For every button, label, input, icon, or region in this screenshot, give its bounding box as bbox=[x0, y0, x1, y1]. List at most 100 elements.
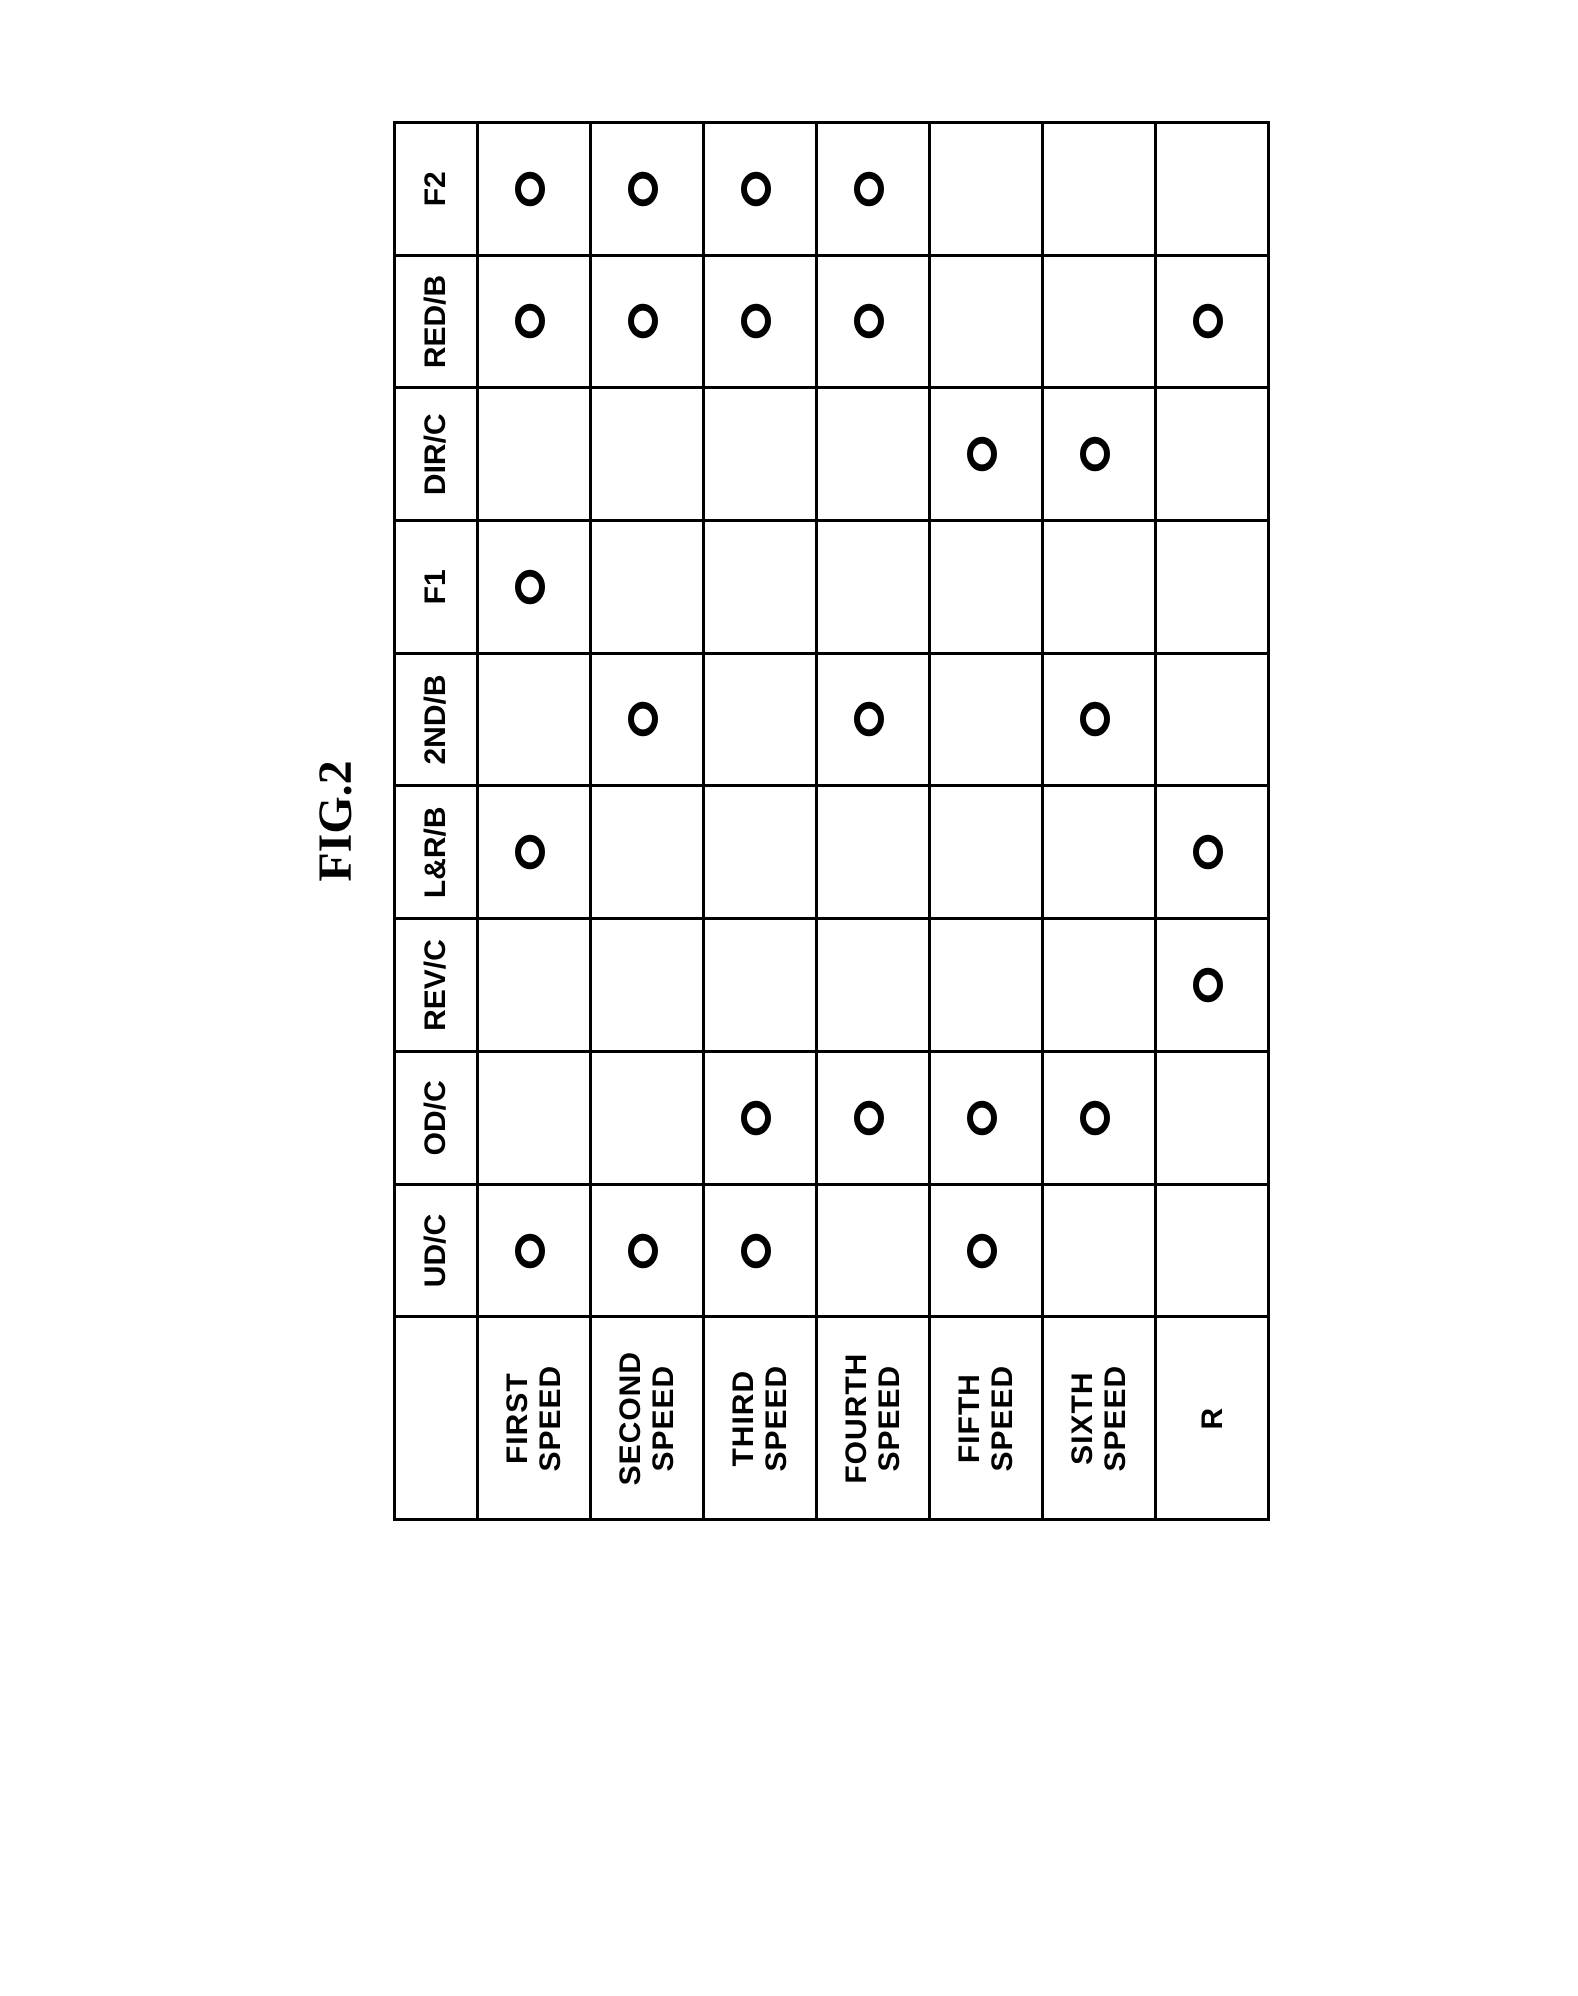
header-col-5: F1 bbox=[395, 521, 478, 653]
cell bbox=[591, 653, 704, 786]
cell bbox=[930, 388, 1043, 521]
table-row: SECONDSPEED bbox=[591, 123, 704, 1520]
cell bbox=[1043, 388, 1156, 521]
engaged-mark-icon bbox=[515, 304, 545, 339]
cell bbox=[1043, 255, 1156, 388]
cell bbox=[478, 388, 591, 521]
cell bbox=[478, 653, 591, 786]
engaged-mark-icon bbox=[628, 304, 658, 339]
engaged-mark-icon bbox=[741, 304, 771, 339]
cell bbox=[817, 255, 930, 388]
engaged-mark-icon bbox=[1193, 304, 1223, 339]
cell bbox=[591, 255, 704, 388]
cell bbox=[704, 919, 817, 1052]
engaged-mark-icon bbox=[741, 172, 771, 207]
cell bbox=[817, 786, 930, 919]
cell bbox=[1156, 919, 1269, 1052]
cell bbox=[478, 521, 591, 653]
cell bbox=[930, 123, 1043, 256]
cell bbox=[478, 919, 591, 1052]
cell bbox=[817, 1051, 930, 1184]
header-col-3: L&R/B bbox=[395, 786, 478, 919]
engaged-mark-icon bbox=[854, 304, 884, 339]
engaged-mark-icon bbox=[628, 172, 658, 207]
row-label: R bbox=[1156, 1317, 1269, 1520]
cell bbox=[478, 255, 591, 388]
cell bbox=[1156, 786, 1269, 919]
cell bbox=[591, 919, 704, 1052]
cell bbox=[930, 521, 1043, 653]
cell bbox=[817, 919, 930, 1052]
cell bbox=[704, 1184, 817, 1317]
cell bbox=[478, 1051, 591, 1184]
cell bbox=[1043, 786, 1156, 919]
cell bbox=[704, 123, 817, 256]
cell bbox=[1156, 1051, 1269, 1184]
cell bbox=[930, 1184, 1043, 1317]
figure-title: FIG.2 bbox=[308, 121, 363, 1521]
header-col-6: DIR/C bbox=[395, 388, 478, 521]
cell bbox=[1156, 1184, 1269, 1317]
cell bbox=[1043, 653, 1156, 786]
cell bbox=[478, 1184, 591, 1317]
engaged-mark-icon bbox=[854, 1101, 884, 1136]
engaged-mark-icon bbox=[854, 702, 884, 737]
cell bbox=[817, 521, 930, 653]
header-row: UD/C OD/C REV/C L&R/B 2ND/B F1 DIR/C RED… bbox=[395, 123, 478, 1520]
row-label: FOURTHSPEED bbox=[817, 1317, 930, 1520]
cell bbox=[1156, 388, 1269, 521]
header-col-4: 2ND/B bbox=[395, 653, 478, 786]
header-blank bbox=[395, 1317, 478, 1520]
cell bbox=[930, 653, 1043, 786]
engaged-mark-icon bbox=[967, 1101, 997, 1136]
header-col-7: RED/B bbox=[395, 255, 478, 388]
cell bbox=[930, 255, 1043, 388]
row-label: SIXTHSPEED bbox=[1043, 1317, 1156, 1520]
cell bbox=[591, 1051, 704, 1184]
engaged-mark-icon bbox=[967, 1233, 997, 1268]
engaged-mark-icon bbox=[515, 172, 545, 207]
cell bbox=[817, 1184, 930, 1317]
cell bbox=[1043, 1184, 1156, 1317]
cell bbox=[930, 786, 1043, 919]
engaged-mark-icon bbox=[1193, 835, 1223, 870]
table-row: FIFTHSPEED bbox=[930, 123, 1043, 1520]
engaged-mark-icon bbox=[628, 702, 658, 737]
cell bbox=[930, 919, 1043, 1052]
engaged-mark-icon bbox=[515, 570, 545, 605]
cell bbox=[478, 123, 591, 256]
figure-container: FIG.2 UD/C OD/C REV/C L&R/B 2ND/B F1 DIR… bbox=[308, 121, 1270, 1521]
cell bbox=[817, 388, 930, 521]
engaged-mark-icon bbox=[515, 1233, 545, 1268]
engaged-mark-icon bbox=[515, 835, 545, 870]
cell bbox=[704, 255, 817, 388]
cell bbox=[591, 388, 704, 521]
engaged-mark-icon bbox=[854, 172, 884, 207]
row-label: FIRSTSPEED bbox=[478, 1317, 591, 1520]
cell bbox=[1156, 521, 1269, 653]
cell bbox=[704, 786, 817, 919]
cell bbox=[704, 653, 817, 786]
engaged-mark-icon bbox=[741, 1101, 771, 1136]
cell bbox=[930, 1051, 1043, 1184]
engaged-mark-icon bbox=[1080, 702, 1110, 737]
table-row: R bbox=[1156, 123, 1269, 1520]
row-label: SECONDSPEED bbox=[591, 1317, 704, 1520]
engaged-mark-icon bbox=[1080, 1101, 1110, 1136]
cell bbox=[704, 521, 817, 653]
header-col-8: F2 bbox=[395, 123, 478, 256]
engaged-mark-icon bbox=[1080, 437, 1110, 472]
cell bbox=[817, 123, 930, 256]
header-col-2: REV/C bbox=[395, 919, 478, 1052]
cell bbox=[1043, 1051, 1156, 1184]
cell bbox=[1043, 123, 1156, 256]
engaged-mark-icon bbox=[967, 437, 997, 472]
cell bbox=[591, 123, 704, 256]
row-label: THIRDSPEED bbox=[704, 1317, 817, 1520]
engagement-table: UD/C OD/C REV/C L&R/B 2ND/B F1 DIR/C RED… bbox=[393, 121, 1270, 1521]
row-label: FIFTHSPEED bbox=[930, 1317, 1043, 1520]
cell bbox=[1156, 255, 1269, 388]
cell bbox=[591, 521, 704, 653]
cell bbox=[1156, 653, 1269, 786]
cell bbox=[704, 388, 817, 521]
